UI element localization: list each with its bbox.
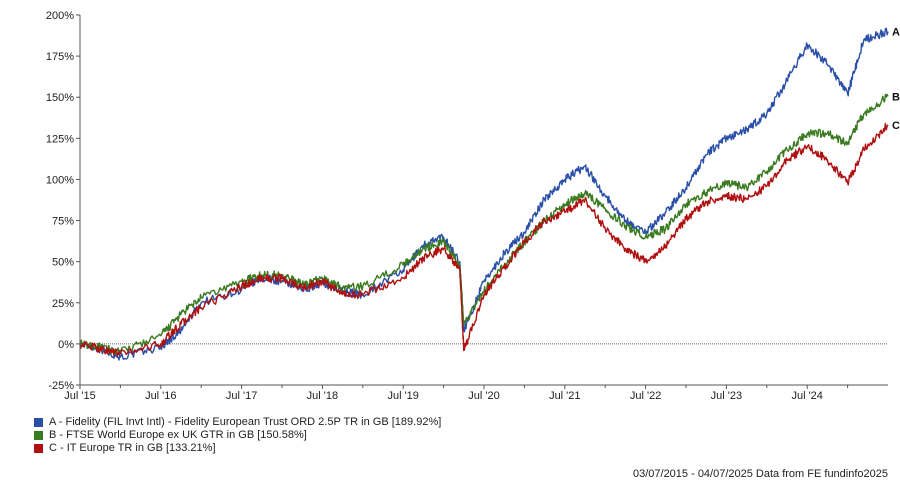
- legend-swatch-b: [34, 431, 43, 440]
- x-tick-label: Jul '24: [791, 390, 822, 402]
- legend: A - Fidelity (FIL Invt Intl) - Fidelity …: [34, 416, 441, 455]
- x-tick-label: Jul '21: [549, 390, 580, 402]
- legend-label-a: A - Fidelity (FIL Invt Intl) - Fidelity …: [49, 416, 442, 428]
- legend-item-c: C - IT Europe TR in GB [133.21%]: [34, 442, 441, 455]
- series-line-b: [79, 93, 889, 356]
- y-tick-label: 50%: [52, 257, 74, 269]
- y-tick-label: 200%: [46, 10, 74, 22]
- legend-item-b: B - FTSE World Europe ex UK GTR in GB [1…: [34, 429, 441, 442]
- x-tick-label: Jul '22: [630, 390, 661, 402]
- x-tick-label: Jul '17: [226, 390, 257, 402]
- series-end-label-c: C: [892, 120, 900, 132]
- series-line-a: [79, 27, 889, 361]
- legend-swatch-a: [34, 418, 43, 427]
- y-tick-label: 125%: [46, 133, 74, 145]
- legend-swatch-c: [34, 444, 43, 453]
- x-tick-label: Jul '23: [711, 390, 742, 402]
- performance-chart: A B C -25% 0% 25% 50% 75% 100% 125% 150% 175% 200% J…: [46, 10, 900, 402]
- x-tick-label: Jul '20: [468, 390, 499, 402]
- x-tick-label: Jul '15: [64, 390, 95, 402]
- x-tick-label: Jul '19: [387, 390, 418, 402]
- axes: -25% 0% 25% 50% 75% 100% 125% 150% 175% 200% Jul '…: [46, 10, 888, 402]
- legend-label-b: B - FTSE World Europe ex UK GTR in GB [1…: [49, 429, 307, 441]
- date-range-footer: 03/07/2015 - 04/07/2025 Data from FE fun…: [632, 468, 888, 480]
- y-tick-label: 25%: [52, 298, 74, 310]
- legend-item-a: A - Fidelity (FIL Invt Intl) - Fidelity …: [34, 416, 441, 429]
- series-end-label-a: A: [892, 27, 900, 39]
- y-tick-label: -25%: [48, 380, 74, 392]
- series-end-label-b: B: [892, 91, 900, 103]
- y-tick-label: 150%: [46, 92, 74, 104]
- y-tick-label: 100%: [46, 174, 74, 186]
- y-tick-label: 175%: [46, 51, 74, 63]
- y-tick-label: 0%: [58, 339, 74, 351]
- x-tick-label: Jul '16: [145, 390, 176, 402]
- series-line-c: [79, 122, 889, 357]
- y-tick-label: 75%: [52, 216, 74, 228]
- series-lines: A B C: [79, 27, 900, 361]
- x-tick-label: Jul '18: [307, 390, 338, 402]
- legend-label-c: C - IT Europe TR in GB [133.21%]: [49, 442, 216, 454]
